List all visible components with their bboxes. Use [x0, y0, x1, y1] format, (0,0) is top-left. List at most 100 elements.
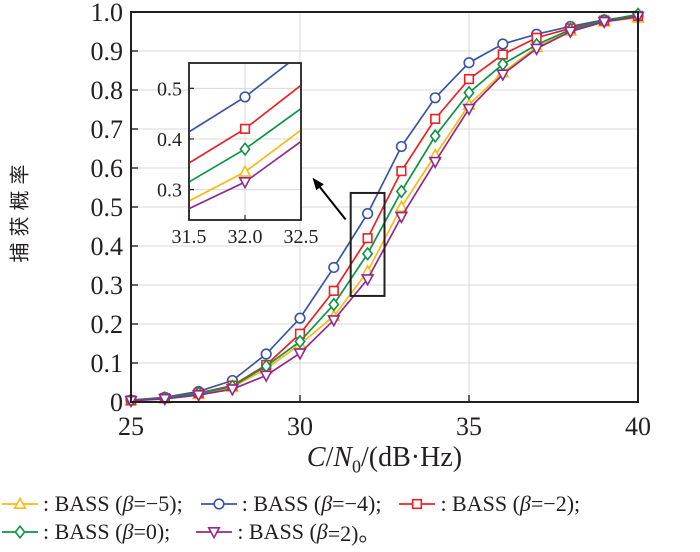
series-marker-square: [463, 73, 475, 85]
inset-series: [190, 64, 300, 210]
series-marker-triangle-down: [462, 103, 476, 117]
series-marker-triangle-down: [259, 370, 273, 383]
legend-row-1: : BASS (β =−5);: BASS (β =−4);: BASS (β =−2…: [2, 490, 700, 518]
legend-label-post: =−5);: [133, 491, 183, 516]
series-marker-triangle-down: [597, 16, 611, 30]
series-marker-triangle-down: [360, 274, 375, 287]
legend-label-beta: β: [316, 519, 328, 544]
y-tick-label: 0.1: [91, 349, 124, 378]
inset-x-tick-label: 32.5: [284, 226, 319, 248]
y-tick-label: 1.0: [91, 0, 124, 27]
inset-pointer-arrow-line: [315, 181, 347, 221]
inset-x-tick-label: 31.5: [172, 226, 207, 248]
x-axis-label-units: /(dB·Hz): [361, 442, 463, 473]
series-marker-triangle-up: [394, 199, 409, 212]
legend-label-post: =0);: [133, 519, 171, 544]
y-tick-label: 0.5: [91, 193, 124, 222]
series-marker-triangle-up: [13, 496, 27, 509]
series-marker-circle: [463, 57, 475, 69]
legend-marker-triangle-down-icon: [196, 526, 233, 540]
series-marker-diamond: [463, 85, 475, 100]
x-tick-label: 40: [625, 412, 651, 441]
series-marker-triangle-down: [428, 156, 442, 170]
x-tick-label: 25: [118, 412, 144, 441]
inset-x-tick-label: 32.0: [228, 226, 263, 248]
inset-y-tick-label: 0.4: [157, 129, 182, 151]
series-marker-diamond: [328, 297, 340, 312]
legend-marker-triangle-up-icon: [2, 496, 38, 509]
y-tick-label: 0: [110, 388, 123, 417]
y-tick-label: 0.2: [91, 310, 124, 339]
y-tick-label: 0.4: [91, 232, 124, 261]
inset-y-tick-label: 0.5: [157, 78, 182, 100]
series-marker-triangle-down: [225, 384, 240, 397]
legend-row-2: : BASS (β =0);: BASS (β =2)。: [2, 518, 700, 546]
legend-label-beta: β: [519, 491, 531, 516]
series-marker-circle: [429, 92, 441, 104]
series-marker-triangle-down: [191, 389, 206, 403]
legend-label-pre: : BASS (: [237, 519, 317, 544]
series-marker-triangle-down: [293, 348, 307, 361]
legend-entry-red: : BASS (β =−2);: [399, 491, 580, 517]
inset-y-tick-label: 0.3: [157, 180, 182, 202]
legend-label-pre: : BASS (: [241, 491, 322, 516]
x-axis-label: C/N0/(dB·Hz): [131, 442, 638, 478]
y-tick-label: 0.7: [91, 115, 124, 144]
inset-pointer-arrow-head: [312, 177, 324, 191]
main-chart: 0.3 0.4 0.5 31.5 32.0 32.5 0 0.1 0.2 0.3 0.4 0.5 0.6…: [91, 0, 652, 441]
series-marker-square: [430, 113, 441, 124]
x-tick-label: 35: [456, 412, 482, 441]
y-tick-label: 0.6: [91, 154, 124, 183]
series-marker-diamond: [294, 334, 306, 349]
x-axis-label-c: C: [306, 442, 326, 473]
series-marker-triangle-up: [238, 164, 252, 177]
legend-marker-diamond-icon: [2, 524, 38, 540]
legend: : BASS (β =−5);: BASS (β =−4);: BASS (β =−2…: [2, 490, 700, 546]
series-marker-diamond: [239, 142, 251, 157]
legend-marker-square-icon: [399, 498, 436, 510]
x-axis-label-slash: /: [325, 442, 334, 473]
legend-entry-purple: : BASS (β =2)。: [196, 516, 381, 548]
series-marker-square: [412, 498, 423, 510]
series-marker-triangle-down: [238, 177, 252, 190]
series-marker-square: [328, 285, 339, 296]
series-marker-circle: [294, 312, 306, 324]
x-tick-label: 30: [287, 412, 313, 441]
series-marker-diamond: [14, 524, 26, 540]
x-axis-label-sub: 0: [352, 456, 362, 477]
legend-label-post: =−2);: [530, 491, 581, 516]
legend-marker-circle-icon: [200, 498, 237, 510]
series-marker-circle: [239, 91, 251, 103]
legend-label-beta: β: [321, 491, 333, 516]
legend-label-post: =2)。: [327, 521, 381, 546]
legend-label-beta: β: [122, 491, 134, 516]
legend-label-post: =−4);: [332, 491, 382, 516]
series-marker-circle: [213, 498, 225, 510]
legend-entry-green: : BASS (β =0);: [2, 519, 170, 545]
legend-label-pre: : BASS (: [440, 491, 520, 516]
zoom-region-rect: [349, 191, 386, 297]
y-tick-label: 0.3: [91, 271, 124, 300]
legend-entry-yellow: : BASS (β =−5);: [2, 491, 183, 517]
series-marker-diamond: [361, 246, 374, 261]
series-marker-triangle-down: [496, 69, 510, 82]
y-tick-label: 0.9: [91, 37, 124, 66]
legend-entry-blue: : BASS (β =−4);: [200, 491, 382, 517]
series-marker-circle: [497, 38, 509, 50]
series-marker-triangle-down: [563, 26, 578, 39]
series-marker-square: [396, 166, 407, 177]
series-marker-square: [239, 123, 251, 134]
series-marker-triangle-down: [394, 211, 409, 225]
series-marker-square: [362, 233, 373, 244]
x-axis-label-n: N: [333, 442, 353, 473]
y-tick-label: 0.8: [91, 76, 124, 105]
series-marker-circle: [395, 140, 408, 153]
series-marker-triangle-down: [327, 315, 341, 328]
series-line-blue: [130, 15, 639, 401]
series-marker-circle: [260, 348, 272, 360]
series-marker-triangle-down: [207, 526, 221, 540]
y-axis-label: 捕获概率: [7, 158, 32, 263]
legend-label-pre: : BASS (: [43, 491, 123, 516]
legend-label-beta: β: [122, 519, 134, 544]
